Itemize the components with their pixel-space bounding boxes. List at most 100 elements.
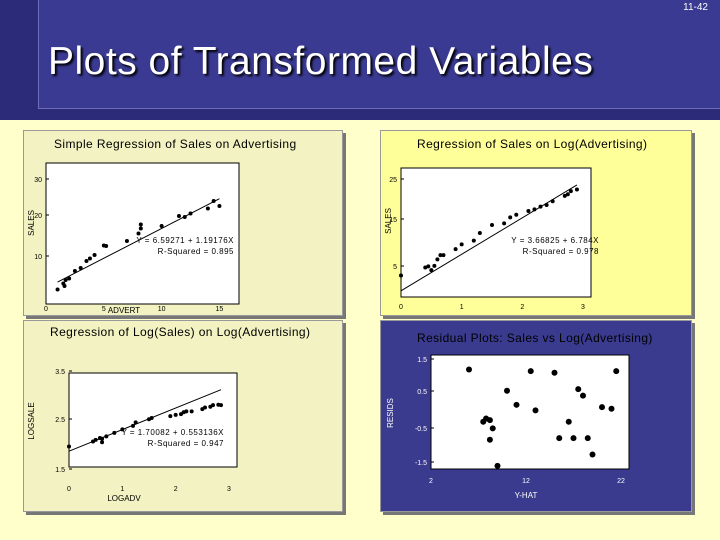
plot-area bbox=[400, 167, 592, 298]
chart-logsales-vs-logadv: 3.5 2.5 1.5 0 1 2 3 LOGADV LOGSALE Y = 1.70082 + … bbox=[27, 369, 238, 503]
equation-annotation: Y = 6.59271 + 1.19176X bbox=[136, 236, 234, 245]
data-point bbox=[217, 204, 222, 208]
data-point bbox=[159, 224, 164, 228]
y-tick-label: 0.5 bbox=[417, 389, 427, 396]
data-point bbox=[565, 192, 570, 197]
chart-residuals-vs-yhat: 1.5 0.5 -0.5 -1.5 2 12 22 Y-HAT RESIDS bbox=[386, 354, 630, 500]
x-tick-label: 0 bbox=[44, 306, 48, 313]
data-point bbox=[104, 244, 109, 248]
data-point bbox=[124, 239, 129, 243]
data-point bbox=[168, 414, 173, 419]
data-point bbox=[570, 435, 577, 442]
data-point bbox=[613, 368, 620, 375]
data-point bbox=[508, 215, 513, 220]
x-tick-label: 1 bbox=[460, 304, 464, 311]
data-point bbox=[527, 368, 534, 375]
data-point bbox=[494, 462, 501, 469]
data-point bbox=[92, 253, 97, 257]
x-axis-label: LOGADV bbox=[107, 494, 141, 503]
data-point bbox=[67, 444, 71, 449]
data-point bbox=[486, 417, 493, 424]
x-tick-label: 3 bbox=[581, 304, 585, 311]
regression-line bbox=[57, 198, 220, 283]
equation-annotation: R-Squared = 0.947 bbox=[148, 439, 224, 448]
y-tick-label: 1.5 bbox=[55, 467, 65, 474]
plot-area bbox=[68, 372, 238, 468]
x-tick-label: 0 bbox=[67, 486, 71, 493]
slide-title: Plots of Transformed Variables bbox=[48, 40, 594, 83]
data-point bbox=[608, 405, 615, 412]
data-point bbox=[438, 253, 443, 258]
data-point bbox=[453, 247, 458, 252]
data-point bbox=[203, 405, 207, 410]
data-point bbox=[526, 208, 531, 213]
data-point bbox=[599, 404, 605, 411]
x-tick-label: 15 bbox=[216, 306, 224, 313]
x-tick-label: 12 bbox=[522, 478, 530, 485]
data-point bbox=[580, 392, 586, 399]
panel-title: Regression of Log(Sales) on Log(Advertis… bbox=[50, 325, 311, 339]
panel-title: Simple Regression of Sales on Advertisin… bbox=[54, 137, 297, 151]
y-tick-label: 30 bbox=[34, 177, 42, 184]
data-point bbox=[205, 206, 210, 211]
data-point bbox=[55, 287, 60, 292]
y-axis-label: LOGSALE bbox=[27, 402, 36, 439]
data-point bbox=[63, 278, 68, 282]
y-tick-label: 1.5 bbox=[417, 357, 427, 364]
x-tick-label: 1 bbox=[120, 486, 124, 493]
panel-title: Regression of Sales on Log(Advertising) bbox=[417, 137, 648, 151]
data-point bbox=[87, 256, 92, 261]
data-point bbox=[502, 221, 507, 226]
y-tick-label: 15 bbox=[389, 217, 397, 224]
y-tick-label: -1.5 bbox=[415, 460, 427, 467]
data-point bbox=[441, 253, 446, 258]
data-point bbox=[568, 189, 573, 194]
panel-title: Residual Plots: Sales vs Log(Advertising… bbox=[417, 331, 653, 345]
x-tick-label: 2 bbox=[520, 304, 524, 311]
data-point bbox=[574, 187, 579, 192]
data-point bbox=[575, 386, 582, 393]
data-point bbox=[435, 257, 440, 262]
data-point bbox=[429, 268, 434, 273]
data-point bbox=[584, 435, 591, 442]
data-point bbox=[589, 451, 596, 458]
plot-area bbox=[430, 354, 630, 470]
data-point bbox=[176, 214, 181, 218]
regression-line bbox=[68, 389, 222, 452]
data-point bbox=[138, 226, 143, 231]
data-point bbox=[565, 418, 572, 425]
data-point bbox=[84, 259, 89, 263]
y-tick-label: 3.5 bbox=[55, 369, 65, 376]
y-axis-label: SALES bbox=[384, 208, 393, 234]
x-tick-label: 2 bbox=[174, 486, 178, 493]
data-point bbox=[189, 409, 194, 414]
regression-line bbox=[400, 184, 578, 292]
data-point bbox=[72, 269, 77, 273]
x-tick-label: 5 bbox=[102, 306, 106, 313]
panel-sales-on-logadv: Regression of Sales on Log(Advertising) … bbox=[380, 130, 692, 316]
data-point bbox=[136, 231, 141, 236]
data-point bbox=[504, 387, 510, 394]
data-point bbox=[486, 436, 493, 443]
x-axis-label: LOGADV bbox=[464, 314, 498, 315]
equation-annotation: R-Squared = 0.895 bbox=[158, 247, 234, 256]
data-point bbox=[466, 366, 472, 373]
x-tick-label: 10 bbox=[158, 306, 166, 313]
equation-annotation: Y = 1.70082 + 0.553136X bbox=[121, 428, 224, 437]
data-point bbox=[100, 440, 105, 445]
y-tick-label: 5 bbox=[393, 264, 397, 271]
data-point bbox=[62, 284, 67, 288]
data-point bbox=[78, 266, 83, 270]
y-axis-label: RESIDS bbox=[386, 398, 395, 428]
y-axis-label: SALES bbox=[27, 210, 36, 236]
x-tick-label: 2 bbox=[429, 478, 433, 485]
data-point bbox=[489, 425, 496, 432]
x-axis-label: Y-HAT bbox=[515, 491, 538, 500]
plot-area bbox=[45, 162, 240, 305]
y-tick-label: 10 bbox=[34, 254, 42, 261]
data-point bbox=[426, 264, 431, 269]
data-point bbox=[138, 222, 143, 227]
data-point bbox=[219, 403, 223, 408]
data-point bbox=[67, 276, 72, 281]
data-point bbox=[459, 242, 464, 247]
